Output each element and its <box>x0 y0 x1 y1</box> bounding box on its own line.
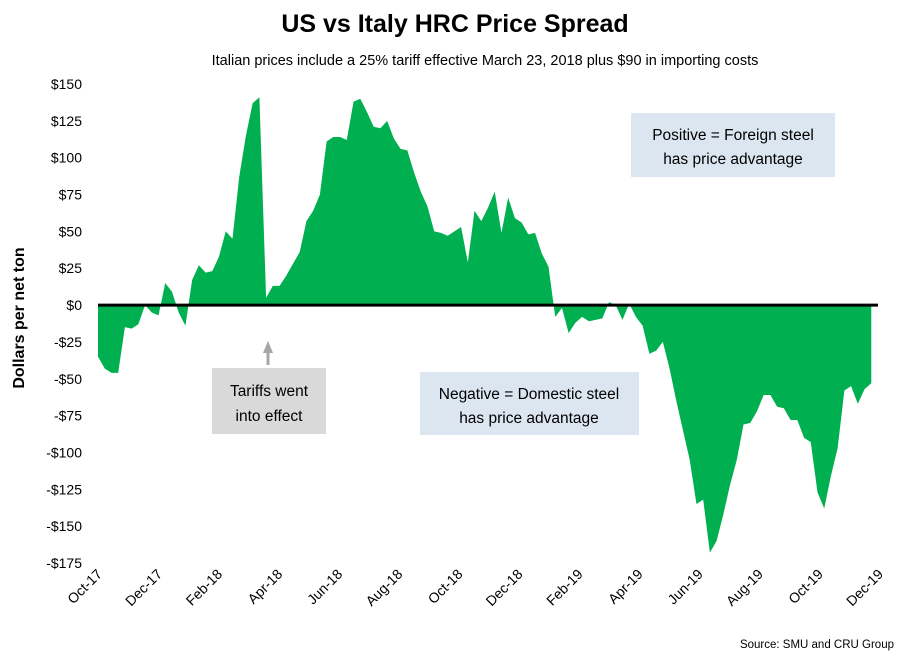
arrow-head <box>263 341 273 353</box>
x-tick-label: Apr-19 <box>605 566 646 607</box>
source-note: Source: SMU and CRU Group <box>740 639 894 651</box>
x-tick-label: Oct-17 <box>64 566 105 607</box>
x-tick-label: Jun-19 <box>664 566 706 608</box>
y-tick-label: $25 <box>59 260 83 276</box>
tariff-annotation-box <box>212 368 326 434</box>
x-tick-label: Aug-19 <box>723 566 766 609</box>
chart-title: US vs Italy HRC Price Spread <box>281 10 628 38</box>
y-tick-label: -$175 <box>46 555 82 571</box>
y-tick-label: $50 <box>59 223 83 239</box>
y-tick-label: -$150 <box>46 518 82 534</box>
x-tick-label: Oct-19 <box>785 566 826 607</box>
x-tick-label: Apr-18 <box>244 566 285 607</box>
y-tick-label: -$125 <box>46 481 82 497</box>
x-tick-label: Feb-18 <box>183 566 226 609</box>
positive-annotation-box <box>631 113 835 177</box>
y-tick-label: -$75 <box>54 408 82 424</box>
tariff-annotation-line1: Tariffs went <box>230 383 309 400</box>
y-axis-label: Dollars per net ton <box>11 247 28 388</box>
x-axis-ticks: Oct-17 Dec-17 Feb-18 Apr-18 Jun-18 Aug-18 Oct-… <box>64 566 886 609</box>
negative-annotation-line2: has price advantage <box>459 410 599 427</box>
x-tick-label: Dec-18 <box>482 566 525 609</box>
y-tick-label: -$100 <box>46 444 82 460</box>
y-tick-label: $100 <box>51 150 82 166</box>
negative-annotation-line1: Negative = Domestic steel <box>439 386 619 403</box>
y-tick-label: -$50 <box>54 371 82 387</box>
y-axis-ticks: $150 $125 $100 $75 $50 $25 $0 -$25 -$50 -$75 -$100… <box>46 76 82 571</box>
positive-annotation-line2: has price advantage <box>663 151 803 168</box>
negative-annotation-box <box>420 372 639 435</box>
chart-subtitle: Italian prices include a 25% tariff effe… <box>212 53 759 69</box>
x-tick-label: Feb-19 <box>543 566 586 609</box>
x-tick-label: Jun-18 <box>304 566 346 608</box>
y-tick-label: $0 <box>66 297 82 313</box>
x-tick-label: Aug-18 <box>362 566 405 609</box>
tariff-arrow <box>263 341 273 365</box>
tariff-annotation-line2: into effect <box>236 408 304 425</box>
x-tick-label: Oct-18 <box>425 566 466 607</box>
spread-area <box>98 97 872 553</box>
x-tick-label: Dec-17 <box>122 566 165 609</box>
y-tick-label: $75 <box>59 187 83 203</box>
y-tick-label: -$25 <box>54 334 82 350</box>
y-tick-label: $150 <box>51 76 82 92</box>
x-tick-label: Dec-19 <box>843 566 886 609</box>
positive-annotation-line1: Positive = Foreign steel <box>652 127 814 144</box>
y-tick-label: $125 <box>51 113 82 129</box>
